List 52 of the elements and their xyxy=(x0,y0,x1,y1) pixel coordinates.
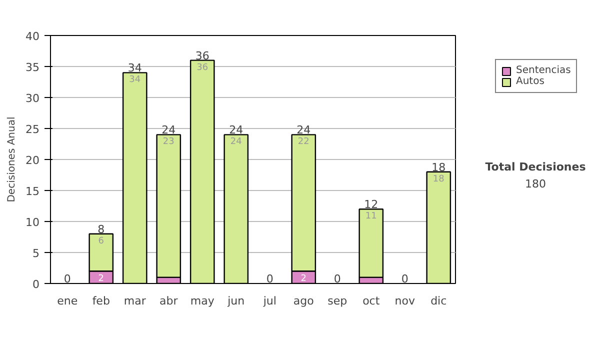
bar xyxy=(190,60,215,284)
y-tick-label: 0 xyxy=(32,278,40,291)
total-label: 24 xyxy=(162,124,176,137)
y-tick-label: 20 xyxy=(26,154,40,167)
x-tick-label: dic xyxy=(430,294,447,308)
legend-label: Sentencias xyxy=(516,65,571,76)
y-tick-label: 35 xyxy=(26,61,40,74)
y-tick-label: 30 xyxy=(26,92,40,105)
data-label: 36 xyxy=(196,62,208,73)
data-label: 23 xyxy=(162,137,174,148)
total-label: 36 xyxy=(195,49,210,62)
total-label: 24 xyxy=(296,124,311,137)
total-label: 0 xyxy=(401,272,408,286)
data-label: 6 xyxy=(98,236,104,246)
total-label: 24 xyxy=(229,124,244,137)
bar xyxy=(426,171,452,284)
total-label: 0 xyxy=(266,272,274,286)
bar xyxy=(224,134,249,284)
total-label: 8 xyxy=(98,222,105,236)
total-label: 12 xyxy=(364,198,378,212)
text: 180 xyxy=(525,178,546,191)
x-tick-label: oct xyxy=(362,294,380,308)
legend-label: Autos xyxy=(516,76,544,87)
x-tick-label: jul xyxy=(262,294,276,308)
x-tick-label: ago xyxy=(293,294,314,308)
y-tick-label: 5 xyxy=(32,247,40,260)
x-tick-label: abr xyxy=(160,294,178,308)
total-label: 0 xyxy=(334,272,341,286)
total-label: 34 xyxy=(128,62,142,75)
y-tick-label: 40 xyxy=(26,30,40,43)
x-tick-label: may xyxy=(190,294,215,308)
data-label: 11 xyxy=(365,212,377,222)
text: Total Decisiones xyxy=(485,160,586,174)
x-tick-label: feb xyxy=(92,294,110,308)
total-label: 18 xyxy=(432,160,446,174)
data-label: 34 xyxy=(129,75,141,86)
y-tick-label: 15 xyxy=(26,185,40,198)
total-label: 0 xyxy=(64,272,71,286)
data-label: 18 xyxy=(432,174,445,184)
x-tick-label: sep xyxy=(328,294,348,308)
data-label: 22 xyxy=(298,137,310,148)
data-label: 2 xyxy=(300,274,306,284)
y-tick-label: 10 xyxy=(26,216,40,229)
x-tick-label: mar xyxy=(124,294,146,308)
x-tick-label: ene xyxy=(57,294,78,308)
y-tick-label: 25 xyxy=(26,123,40,136)
data-label: 2 xyxy=(98,274,104,284)
x-tick-label: nov xyxy=(394,294,416,308)
x-tick-label: jun xyxy=(226,294,245,308)
y-axis-title: Decisiones Anual xyxy=(6,116,18,202)
data-label: 24 xyxy=(230,137,242,148)
bar xyxy=(122,72,148,284)
